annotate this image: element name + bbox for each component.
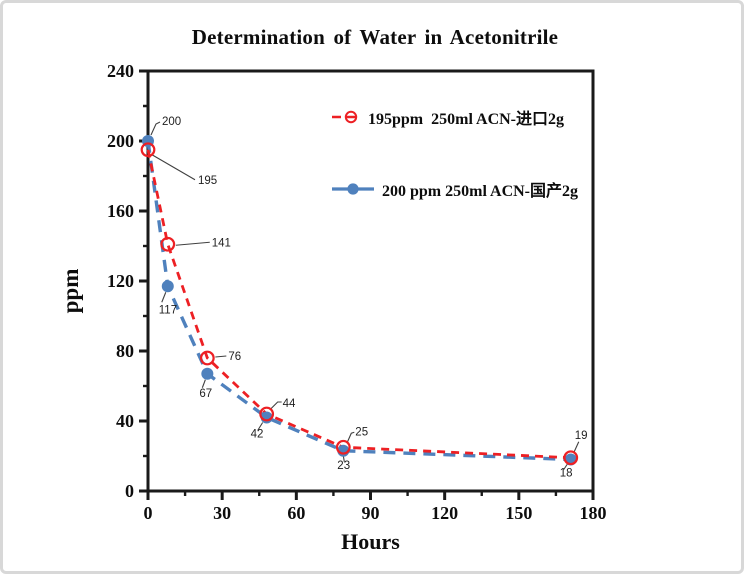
y-tick-label: 0 bbox=[125, 481, 134, 501]
y-tick-label: 120 bbox=[107, 271, 134, 291]
y-tick-label: 240 bbox=[107, 61, 134, 81]
data-point-domestic bbox=[161, 280, 174, 293]
x-tick-label: 0 bbox=[144, 503, 153, 523]
data-point-imported bbox=[160, 236, 176, 252]
x-tick-label: 30 bbox=[213, 503, 231, 523]
legend-item-domestic: 200 ppm 250ml ACN-国产2g bbox=[331, 179, 579, 200]
data-point-label: 76 bbox=[228, 351, 241, 363]
x-tick-label: 60 bbox=[287, 503, 305, 523]
x-tick-label: 180 bbox=[580, 503, 607, 523]
data-labels: 195 141 76 44 25 19 200 117 67 42 23 18 bbox=[159, 116, 588, 480]
axes: 0 40 80 120 160 200 240 0 30 60 90 120 150 180 bbox=[107, 61, 607, 523]
data-point-label: 42 bbox=[251, 429, 264, 441]
plot-area: 0 40 80 120 160 200 240 0 30 60 90 120 150 180 195 141 7… bbox=[107, 61, 607, 523]
legend-item-imported: 195ppm 250ml ACN-进口2g bbox=[331, 107, 578, 128]
x-tick-label: 150 bbox=[505, 503, 532, 523]
data-point-label: 67 bbox=[199, 388, 212, 400]
series-markers bbox=[140, 135, 579, 466]
x-axis-title: Hours bbox=[341, 529, 400, 554]
y-tick-label: 80 bbox=[116, 341, 134, 361]
legend-label-imported: 195ppm 250ml ACN-进口2g bbox=[368, 111, 565, 128]
x-tick-label: 90 bbox=[362, 503, 380, 523]
legend: 195ppm 250ml ACN-进口2g 200 ppm 250ml ACN-… bbox=[331, 107, 578, 251]
data-point-label: 141 bbox=[212, 237, 231, 249]
y-tick-label: 200 bbox=[107, 131, 134, 151]
data-point-label: 195 bbox=[198, 175, 217, 187]
data-point-domestic bbox=[201, 367, 214, 380]
data-point-imported bbox=[259, 406, 275, 422]
data-point-label: 200 bbox=[162, 116, 181, 128]
data-point-label: 44 bbox=[283, 398, 296, 410]
y-tick-label: 160 bbox=[107, 201, 134, 221]
x-tick-label: 120 bbox=[431, 503, 458, 523]
data-point-imported bbox=[335, 439, 351, 455]
data-point-imported bbox=[140, 142, 156, 158]
data-point-label: 19 bbox=[575, 430, 588, 442]
data-point-label: 25 bbox=[355, 426, 368, 438]
red-dashed-open-circle-marker-icon bbox=[332, 110, 358, 124]
data-point-label: 18 bbox=[560, 468, 573, 480]
data-point-imported bbox=[199, 350, 215, 366]
legend-label-domestic: 200 ppm 250ml ACN-国产2g bbox=[382, 183, 579, 200]
y-tick-label: 40 bbox=[116, 411, 134, 431]
data-point-label: 23 bbox=[337, 460, 350, 472]
series-line-domestic bbox=[146, 140, 571, 462]
data-point-label: 117 bbox=[159, 304, 177, 316]
blue-line-filled-circle-marker-icon bbox=[332, 183, 374, 195]
data-label-leader-lines bbox=[150, 121, 580, 470]
data-point-imported bbox=[563, 450, 579, 466]
series-line-imported bbox=[146, 149, 571, 460]
chart-title: Determination of Water in Acetonitrile bbox=[191, 25, 559, 49]
